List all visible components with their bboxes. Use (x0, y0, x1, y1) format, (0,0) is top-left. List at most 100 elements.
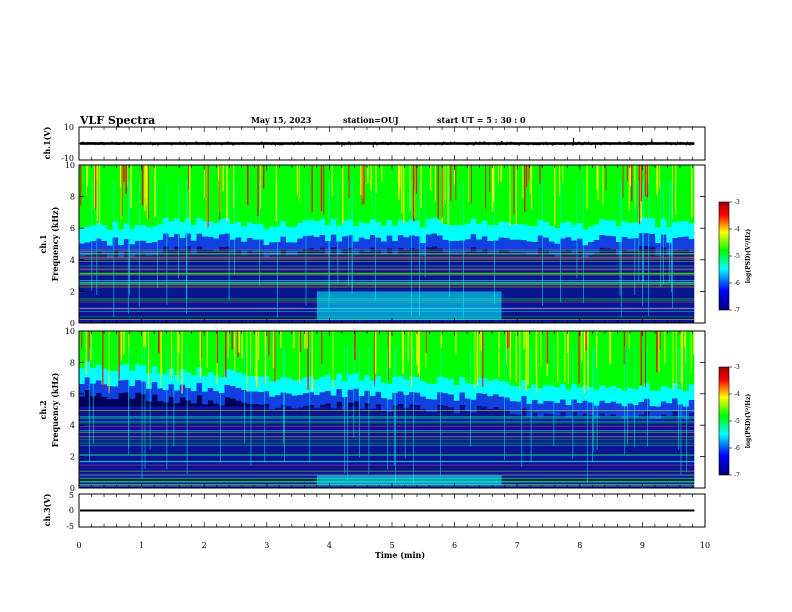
spectrogram-cell (565, 237, 572, 251)
spectrogram-cell (526, 388, 533, 404)
spectrogram-cell (263, 229, 270, 246)
ch3-ytick-bottom: -5 (66, 522, 74, 531)
spectrogram-cell (386, 165, 393, 230)
spectrogram-nodata (694, 331, 705, 488)
spectrogram-cell (492, 240, 499, 254)
spectrogram-cell (213, 375, 220, 392)
spectrogram-cell (146, 331, 153, 383)
spectrogram-cell (386, 383, 393, 400)
spectrogram-cell (632, 331, 639, 399)
spectrogram-cell (313, 331, 320, 389)
colorbar-tick-label: -7 (734, 472, 740, 479)
spectrogram-cell (190, 375, 197, 392)
spectrogram-cell (274, 395, 281, 408)
spectrogram-cell (308, 376, 315, 393)
spectrogram-cell (403, 379, 410, 396)
spectrogram-cell (671, 398, 678, 412)
spectrogram-cell (157, 224, 164, 241)
spectrogram-cell (599, 400, 606, 414)
spectrogram-cell (397, 219, 404, 236)
spectrogram-cell (157, 240, 164, 253)
time-axis: 0 1 2 3 4 5 6 7 8 9 10 (76, 127, 710, 550)
spectrogram-cell (683, 165, 690, 231)
spectrogram-cell (610, 331, 617, 396)
spectrogram-cell (453, 240, 460, 254)
spectrogram-cell (576, 403, 583, 416)
spectrogram-cell (683, 236, 690, 250)
spectrogram-cell (425, 383, 432, 400)
spectrogram-cell (470, 331, 477, 394)
spectrogram-cell (621, 237, 628, 250)
spectrogram-cell (246, 238, 253, 251)
spectrogram-cell (224, 369, 231, 385)
spectrogram-cell (532, 331, 539, 394)
spectrogram-cell (129, 165, 136, 239)
spectrogram-cell (548, 385, 555, 402)
spectrogram-cell (431, 399, 438, 413)
ch1-waveform-baseline (80, 142, 695, 145)
ytick-label: 2 (70, 287, 75, 296)
spectrogram-cell (202, 236, 209, 250)
station-label: station=OUJ (343, 115, 399, 125)
spectrogram-cell (526, 331, 533, 398)
spectrogram-cell (459, 392, 466, 406)
spectrogram-cell (498, 221, 505, 238)
spectrogram-cell (207, 236, 214, 250)
spectrogram-cell (269, 226, 276, 243)
spectrogram-cell (84, 226, 91, 243)
spectrogram-cell (588, 331, 595, 397)
spectrogram-cell (291, 395, 298, 409)
spectrogram-cell (543, 165, 550, 232)
spectrogram-cell (134, 364, 141, 381)
spectrogram-cell (285, 331, 292, 388)
spectrogram-cell (140, 240, 147, 254)
spectrogram-cell (207, 165, 214, 231)
spectrogram-cell (269, 165, 276, 237)
spectrogram-cell (381, 225, 388, 242)
spectrogram-cell (213, 222, 220, 239)
spectrogram-cell (129, 370, 136, 387)
ch1-waveform-ylabel: ch.1(V) (42, 126, 52, 159)
spectrogram-cell (285, 377, 292, 394)
spectrogram-cell (313, 221, 320, 238)
spectrogram-cell (358, 237, 365, 251)
xtick-label: 9 (640, 541, 645, 550)
spectrogram-cell (627, 403, 634, 417)
spectrogram-cell (397, 391, 404, 405)
spectrogram-cell (112, 331, 119, 381)
spectrogram-cell (481, 165, 488, 231)
spectrogram-cell (526, 225, 533, 242)
spectrogram-cell (660, 331, 667, 396)
spectrogram-cell (280, 165, 287, 231)
spectrogram-cell (649, 218, 656, 235)
spectrogram-cell (671, 238, 678, 251)
spectrogram-cell (375, 376, 382, 392)
spectrogram-cell (151, 242, 158, 255)
spectrogram-cell (649, 234, 656, 247)
spectrogram-cell (224, 233, 231, 247)
ytick-label: 0 (70, 319, 75, 328)
spectrogram-cell (95, 331, 102, 375)
spectrogram-cell (487, 331, 494, 391)
spectrogram-cell (582, 400, 589, 414)
colorbar-tick-label: -4 (734, 391, 740, 398)
spectrogram-cell (84, 361, 91, 378)
ch1-ytick-top: 10 (64, 123, 74, 132)
spectrogram-cell (470, 165, 477, 229)
spectrogram-cell (448, 225, 455, 242)
spectrogram-cell (101, 368, 108, 385)
spectrogram-cell (336, 373, 343, 390)
spectrogram-cell (616, 331, 623, 398)
spectrogram-cell (593, 165, 600, 234)
spectrogram-cell (381, 165, 388, 236)
spectrogram-cell (498, 381, 505, 397)
spectrogram-cell (537, 219, 544, 236)
spectrogram-cell (532, 400, 539, 413)
spectrogram-cell (258, 392, 265, 405)
spectrogram-cell (448, 331, 455, 389)
spectrogram-cell (554, 165, 561, 238)
start-time-label: start UT = 5 : 30 : 0 (437, 115, 526, 125)
spectrogram-cell (576, 222, 583, 239)
spectrogram-cell (151, 382, 158, 395)
spectrogram-cell (112, 221, 119, 238)
